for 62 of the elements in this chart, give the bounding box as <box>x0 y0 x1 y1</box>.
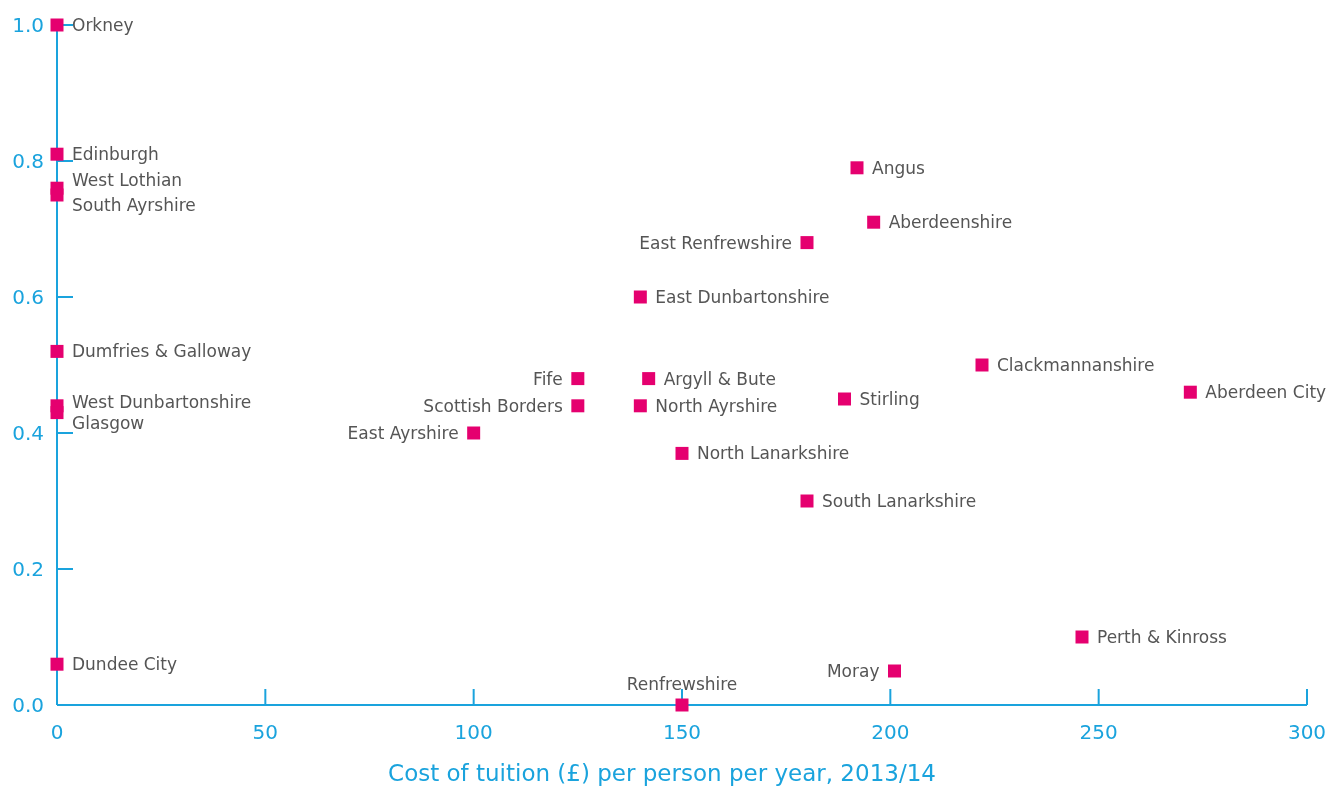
x-tick-label: 50 <box>252 720 279 744</box>
point <box>850 161 864 175</box>
annotation: Fife <box>533 368 563 389</box>
annotation: Perth & Kinross <box>1097 627 1228 647</box>
y-tick-label: 0.6 <box>12 285 44 309</box>
y-tick-label: 0.8 <box>12 149 44 173</box>
annotation: West Dunbartonshire <box>72 391 252 412</box>
point <box>633 399 647 413</box>
point <box>838 392 851 406</box>
annotation: Moray <box>826 661 880 681</box>
x-tick-label: 150 <box>662 720 702 744</box>
annotation: North Lanarkshire <box>697 443 850 464</box>
point <box>1075 630 1089 644</box>
point <box>633 290 647 304</box>
x-tick-label: 0 <box>50 720 64 744</box>
point <box>800 236 814 250</box>
point <box>800 494 814 508</box>
annotation: East Dunbartonshire <box>655 287 830 307</box>
x-tick-label: 250 <box>1079 720 1118 744</box>
annotation: Aberdeenshire <box>888 212 1013 233</box>
annotation: South Lanarkshire <box>822 491 977 511</box>
annotation: Dundee City <box>72 654 178 675</box>
point <box>50 18 64 32</box>
point <box>50 188 64 202</box>
annotation: Aberdeen City <box>1205 382 1327 403</box>
point <box>50 657 64 671</box>
point <box>571 372 585 386</box>
annotation: North Ayrshire <box>655 395 778 416</box>
point <box>675 698 689 712</box>
point <box>1183 385 1197 399</box>
x-tick-label: 100 <box>454 720 493 744</box>
point <box>888 664 901 678</box>
point <box>867 215 881 229</box>
point <box>571 399 585 413</box>
x-tick-label: 300 <box>1287 720 1327 744</box>
point <box>50 344 64 358</box>
annotation: Scottish Borders <box>423 395 563 416</box>
annotation: Glasgow <box>72 412 145 433</box>
annotation: Renfrewshire <box>626 674 738 694</box>
annotation: East Renfrewshire <box>639 232 792 253</box>
y-tick-label: 0.0 <box>12 693 44 717</box>
y-tick-label: 0.2 <box>12 557 44 581</box>
annotation: Angus <box>872 157 925 178</box>
point <box>50 147 64 161</box>
point <box>642 372 656 386</box>
annotation: South Ayrshire <box>72 195 196 215</box>
y-tick-label: 1.0 <box>12 13 44 37</box>
x-tick-label: 200 <box>871 720 910 744</box>
point <box>975 358 989 372</box>
point <box>50 406 64 420</box>
annotation: Edinburgh <box>72 144 159 165</box>
annotation: Orkney <box>72 15 134 35</box>
annotation: East Ayrshire <box>347 423 459 443</box>
x-axis-title: Cost of tuition (£) per person per year, 2013/14 <box>388 760 936 786</box>
annotation: Argyll & Bute <box>663 368 776 389</box>
annotation: Dumfries & Galloway <box>72 341 252 362</box>
annotation: Stirling <box>859 389 920 409</box>
y-tick-label: 0.4 <box>12 421 44 445</box>
annotation: West Lothian <box>72 170 183 191</box>
point <box>467 426 481 440</box>
point <box>675 446 689 460</box>
annotation: Clackmannanshire <box>997 355 1155 375</box>
